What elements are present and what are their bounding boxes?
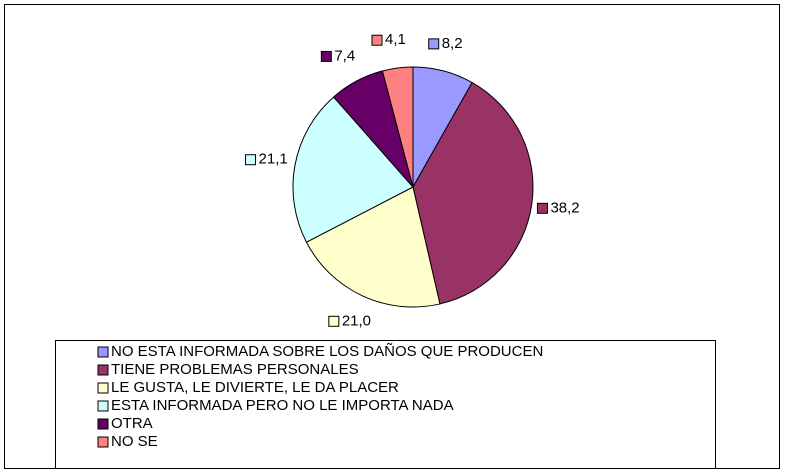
data-label: 21,1 [259, 151, 288, 168]
legend-key [97, 346, 109, 358]
data-label: 38,2 [550, 199, 579, 216]
legend-key [97, 436, 109, 448]
legend-label: NO SE [111, 433, 158, 450]
data-label: 21,0 [342, 312, 371, 329]
legend-label: ESTA INFORMADA PERO NO LE IMPORTA NADA [111, 397, 454, 414]
pie-slice [412, 81, 534, 305]
data-label-key [371, 34, 383, 46]
data-label-key [328, 315, 340, 327]
pie-slice [292, 96, 414, 243]
data-label-key [245, 154, 257, 166]
legend-label: TIENE PROBLEMAS PERSONALES [111, 361, 359, 378]
data-label-key [428, 38, 440, 50]
data-label: 4,1 [385, 31, 406, 48]
pie-slice [305, 186, 441, 308]
legend-key [97, 418, 109, 430]
legend-key [97, 364, 109, 376]
legend-box [55, 340, 716, 469]
legend-label: OTRA [111, 415, 153, 432]
data-label: 8,2 [442, 35, 463, 52]
legend-key [97, 400, 109, 412]
pie-slice [381, 66, 414, 188]
data-label: 7,4 [334, 47, 355, 64]
data-label-key [536, 202, 548, 214]
legend-label: NO ESTA INFORMADA SOBRE LOS DAÑOS QUE PR… [111, 343, 543, 360]
legend-label: LE GUSTA, LE DIVIERTE, LE DA PLACER [111, 379, 399, 396]
data-label-key [320, 50, 332, 62]
legend-key [97, 382, 109, 394]
